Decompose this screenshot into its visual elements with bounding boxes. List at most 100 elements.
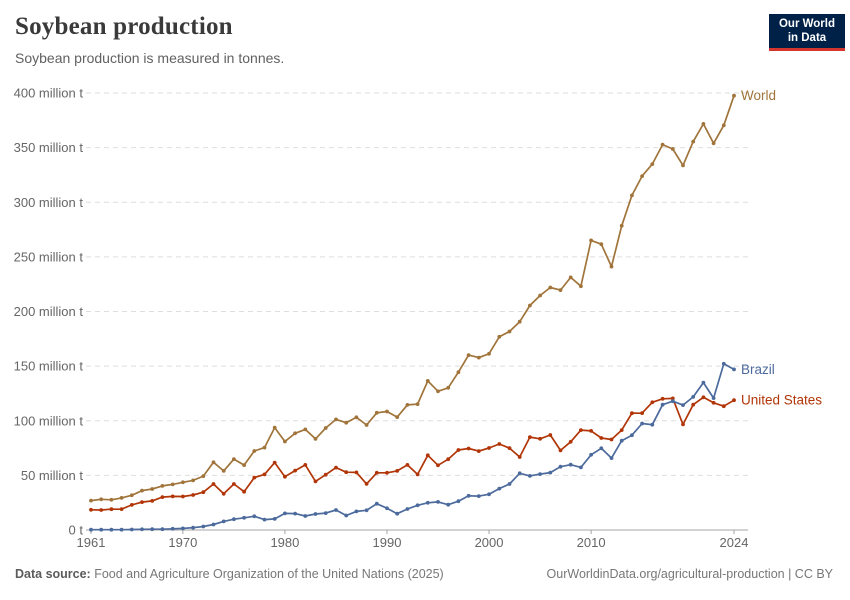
data-point-brazil [293, 511, 297, 516]
data-point-brazil [334, 508, 338, 512]
data-point-brazil [681, 403, 685, 407]
series-line-world[interactable] [90, 94, 735, 502]
data-point-world [691, 139, 696, 144]
data-point-united-states [170, 494, 175, 499]
data-point-brazil [579, 465, 583, 470]
footer-citation-link[interactable]: OurWorldinData.org/agricultural-producti… [546, 567, 833, 581]
data-point-brazil [425, 500, 430, 505]
data-point-brazil [129, 527, 134, 532]
data-point-united-states [129, 503, 134, 507]
data-point-world [446, 385, 451, 390]
data-point-brazil [538, 472, 542, 476]
data-point-united-states [364, 482, 369, 486]
data-point-brazil [303, 514, 308, 518]
data-point-united-states [221, 491, 226, 496]
data-point-world [711, 141, 716, 146]
x-axis-tick-label: 1961 [77, 535, 106, 550]
data-point-brazil [609, 456, 614, 460]
data-point-united-states [436, 463, 440, 468]
data-point-brazil [201, 524, 206, 529]
data-point-world [374, 410, 379, 415]
data-point-world [323, 426, 328, 430]
data-point-brazil [374, 501, 379, 506]
data-point-brazil [528, 474, 532, 478]
data-point-united-states [374, 470, 379, 475]
data-point-united-states [670, 396, 675, 401]
data-point-united-states [660, 396, 665, 401]
data-point-united-states [354, 470, 359, 475]
data-point-united-states [201, 490, 206, 495]
data-point-united-states [242, 489, 247, 494]
x-axis-tick-label: 2010 [577, 535, 606, 550]
y-axis-tick-label: 50 million t [21, 468, 84, 483]
data-point-brazil [701, 380, 706, 385]
y-axis-tick-label: 100 million t [14, 413, 84, 428]
line-chart-canvas[interactable]: 0 t 50 million t 100 million t 150 million … [0, 80, 850, 567]
series-label-world: World [741, 88, 776, 103]
data-source-text: Food and Agriculture Organization of the… [90, 567, 444, 581]
data-point-world [221, 469, 226, 473]
data-point-united-states [89, 507, 93, 512]
data-point-world [579, 284, 583, 289]
data-point-united-states [517, 455, 522, 459]
data-point-united-states [405, 463, 410, 467]
data-point-united-states [191, 493, 196, 497]
y-axis-tick-label: 300 million t [14, 195, 84, 210]
y-axis-tick-label: 150 million t [14, 359, 84, 374]
data-point-brazil [650, 422, 655, 427]
data-point-united-states [609, 437, 614, 442]
data-point-united-states [181, 494, 185, 499]
chart-title: Soybean production [15, 13, 233, 40]
data-point-world [619, 223, 624, 228]
data-point-world [119, 496, 124, 500]
series-line-united-states[interactable] [90, 396, 735, 511]
data-point-world [497, 334, 502, 339]
data-point-world [466, 353, 471, 357]
owid-logo-line2: in Data [787, 31, 827, 44]
chart-footer: Data source: Food and Agriculture Organi… [15, 567, 833, 581]
x-axis-tick-label: 1990 [373, 535, 402, 550]
data-point-united-states [650, 400, 655, 405]
data-point-world [456, 370, 461, 375]
data-point-brazil [140, 527, 144, 532]
data-point-world [609, 264, 614, 269]
data-point-united-states [160, 495, 165, 499]
y-axis-tick-label: 400 million t [14, 86, 84, 101]
data-point-world [89, 498, 93, 503]
data-point-united-states [681, 422, 685, 427]
chart-header: Soybean production Soybean production is… [15, 13, 750, 66]
data-point-brazil [732, 367, 736, 372]
data-point-world [354, 415, 359, 420]
x-axis-tick-label: 2000 [475, 535, 504, 550]
data-point-united-states [385, 470, 389, 475]
data-point-world [660, 142, 665, 147]
data-point-united-states [293, 468, 297, 473]
data-point-brazil [436, 500, 440, 504]
owid-logo[interactable]: Our World in Data [769, 14, 845, 51]
data-point-united-states [548, 433, 553, 437]
series-line-brazil[interactable] [90, 362, 735, 531]
data-point-brazil [487, 492, 491, 497]
data-point-world [160, 484, 165, 488]
data-point-world [538, 293, 542, 298]
y-axis-tick-label: 200 million t [14, 304, 84, 319]
data-point-brazil [344, 513, 349, 518]
data-point-united-states [497, 442, 502, 446]
data-point-world [303, 427, 308, 432]
data-point-united-states [456, 448, 461, 452]
data-point-world [405, 403, 410, 407]
data-point-united-states [99, 508, 104, 512]
data-point-world [395, 415, 400, 419]
data-point-world [272, 425, 277, 430]
data-point-world [334, 417, 338, 422]
data-point-brazil [181, 526, 185, 531]
data-point-world [262, 445, 267, 450]
data-point-brazil [721, 361, 726, 366]
data-point-world [436, 389, 440, 394]
data-point-brazil [589, 452, 593, 457]
y-axis-tick-label: 0 t [69, 523, 84, 538]
data-point-world [681, 163, 685, 168]
data-point-brazil [558, 464, 563, 469]
data-point-world [293, 431, 297, 436]
data-point-brazil [660, 402, 665, 407]
